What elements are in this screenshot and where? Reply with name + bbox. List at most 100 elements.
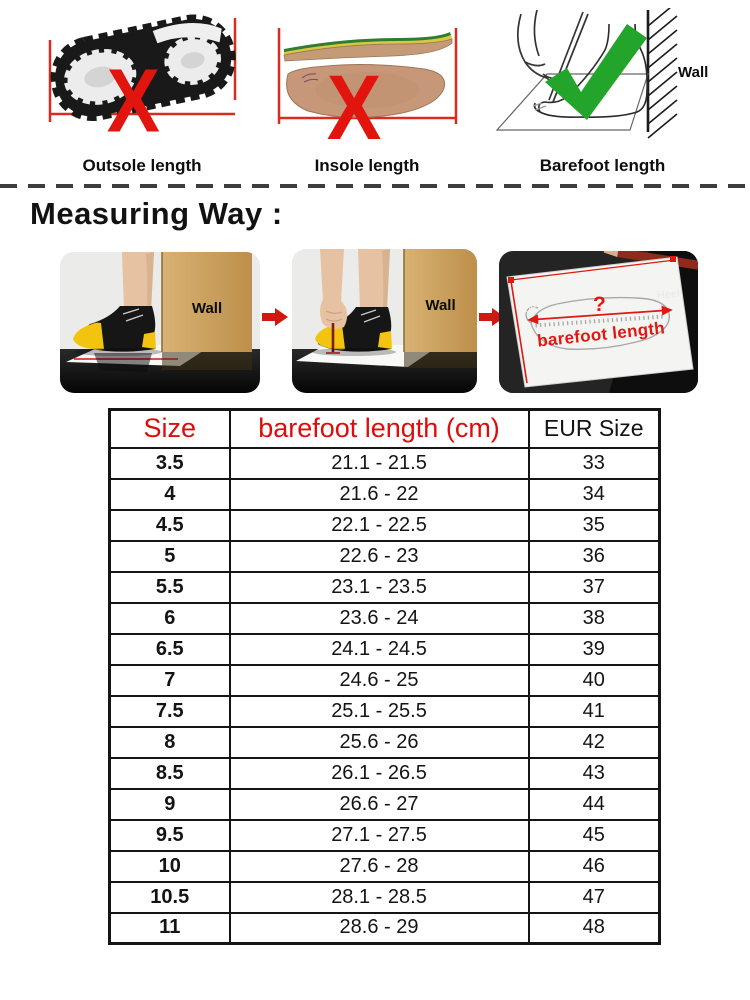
header-eur-size: EUR Size: [527, 408, 661, 449]
insole-side-view: [283, 32, 453, 62]
cell-size: 7: [108, 663, 231, 697]
cell-size: 10: [108, 849, 231, 883]
measuring-step-2-photo: Wall: [292, 249, 477, 393]
cell-size: 8.5: [108, 756, 231, 790]
question-mark: ?: [593, 293, 606, 316]
size-chart-table: Size barefoot length (cm) EUR Size 3.5 21…: [108, 408, 661, 945]
cell-eur: 44: [527, 787, 661, 821]
ruler-line: [527, 305, 673, 328]
table-row: 4.5 22.1 - 22.5 35: [108, 508, 661, 542]
cell-length: 24.1 - 24.5: [228, 632, 530, 666]
cell-length: 28.6 - 29: [228, 911, 530, 945]
cell-length: 23.6 - 24: [228, 601, 530, 635]
method-label: Insole length: [314, 156, 420, 175]
table-row: 8 25.6 - 26 42: [108, 725, 661, 759]
cell-size: 11: [108, 911, 231, 945]
method-label: Barefoot length: [539, 156, 666, 175]
table-header-row: Size barefoot length (cm) EUR Size: [108, 408, 661, 449]
check-icon: [545, 24, 647, 120]
cell-length: 22.6 - 23: [228, 539, 530, 573]
table-row: 10 27.6 - 28 46: [108, 849, 661, 883]
cross-icon: X: [326, 55, 382, 159]
cell-length: 22.1 - 22.5: [228, 508, 530, 542]
cell-eur: 37: [527, 570, 661, 604]
header-size: Size: [108, 408, 231, 449]
cell-size: 4.5: [108, 508, 231, 542]
table-row: 6 23.6 - 24 38: [108, 601, 661, 635]
wall-box: [162, 252, 252, 352]
sock-toe: [73, 322, 104, 350]
cell-length: 25.6 - 26: [228, 725, 530, 759]
table-row: 7.5 25.1 - 25.5 41: [108, 694, 661, 728]
barefoot-illustration: [495, 8, 678, 139]
cell-size: 8: [108, 725, 231, 759]
leg: [122, 252, 154, 310]
insole-top-view: [286, 64, 446, 118]
cell-eur: 41: [527, 694, 661, 728]
step-2-scene: [292, 249, 477, 393]
step-1-scene: [60, 252, 260, 393]
cell-eur: 40: [527, 663, 661, 697]
arrow-right-icon: [479, 308, 505, 326]
cell-eur: 48: [527, 911, 661, 945]
cell-length: 23.1 - 23.5: [228, 570, 530, 604]
shoe-outsole-drawing: [50, 14, 236, 122]
cell-eur: 45: [527, 818, 661, 852]
cell-length: 28.1 - 28.5: [228, 880, 530, 914]
wall-box: [404, 249, 477, 352]
cell-eur: 33: [527, 446, 661, 480]
cell-eur: 42: [527, 725, 661, 759]
cell-size: 4: [108, 477, 231, 511]
wall-label: Wall: [678, 64, 709, 81]
method-insole: X Insole length: [272, 12, 462, 176]
cell-eur: 38: [527, 601, 661, 635]
insole-illustration: [277, 28, 458, 124]
table-row: 9.5 27.1 - 27.5 45: [108, 818, 661, 852]
sock-heel: [378, 331, 392, 349]
measuring-step-3-photo: Toe Heel ? barefoot length: [499, 251, 698, 393]
cell-size: 7.5: [108, 694, 231, 728]
wall-label: Wall: [191, 300, 223, 317]
toe-mark-scribble: [532, 102, 547, 111]
measuring-step-1-photo: Wall: [60, 252, 260, 393]
cell-size: 6: [108, 601, 231, 635]
cell-size: 3.5: [108, 446, 231, 480]
cell-length: 24.6 - 25: [228, 663, 530, 697]
cell-eur: 35: [527, 508, 661, 542]
outsole-illustration: [48, 14, 237, 122]
cell-eur: 43: [527, 756, 661, 790]
leg: [358, 249, 390, 309]
cell-length: 26.1 - 26.5: [228, 756, 530, 790]
dashed-divider: [0, 184, 750, 188]
cell-size: 5.5: [108, 570, 231, 604]
sock-heel: [142, 332, 156, 349]
arm: [320, 249, 344, 304]
table-row: 6.5 24.1 - 24.5 39: [108, 632, 661, 666]
cell-eur: 39: [527, 632, 661, 666]
sock-toe: [315, 323, 345, 350]
header-barefoot-length: barefoot length (cm): [228, 408, 530, 449]
cell-length: 21.6 - 22: [228, 477, 530, 511]
table-row: 3.5 21.1 - 21.5 33: [108, 446, 661, 480]
table-row: 10.5 28.1 - 28.5 47: [108, 880, 661, 914]
method-barefoot: Wall Barefoot length: [485, 8, 720, 176]
table-row: 8.5 26.1 - 26.5 43: [108, 756, 661, 790]
arrow-right-icon: [262, 308, 288, 326]
cell-size: 10.5: [108, 880, 231, 914]
cell-eur: 34: [527, 477, 661, 511]
cell-eur: 46: [527, 849, 661, 883]
table-row: 11 28.6 - 29 48: [108, 911, 661, 945]
table-row: 5 22.6 - 23 36: [108, 539, 661, 573]
cell-eur: 47: [527, 880, 661, 914]
cell-length: 27.1 - 27.5: [228, 818, 530, 852]
wall-hatch: [646, 8, 678, 139]
step-3-scene: [499, 251, 698, 393]
table-row: 4 21.6 - 22 34: [108, 477, 661, 511]
cell-length: 27.6 - 28: [228, 849, 530, 883]
cell-length: 26.6 - 27: [228, 787, 530, 821]
cell-eur: 36: [527, 539, 661, 573]
table-row: 5.5 23.1 - 23.5 37: [108, 570, 661, 604]
hand: [320, 299, 348, 329]
section-title: Measuring Way :: [30, 196, 283, 231]
